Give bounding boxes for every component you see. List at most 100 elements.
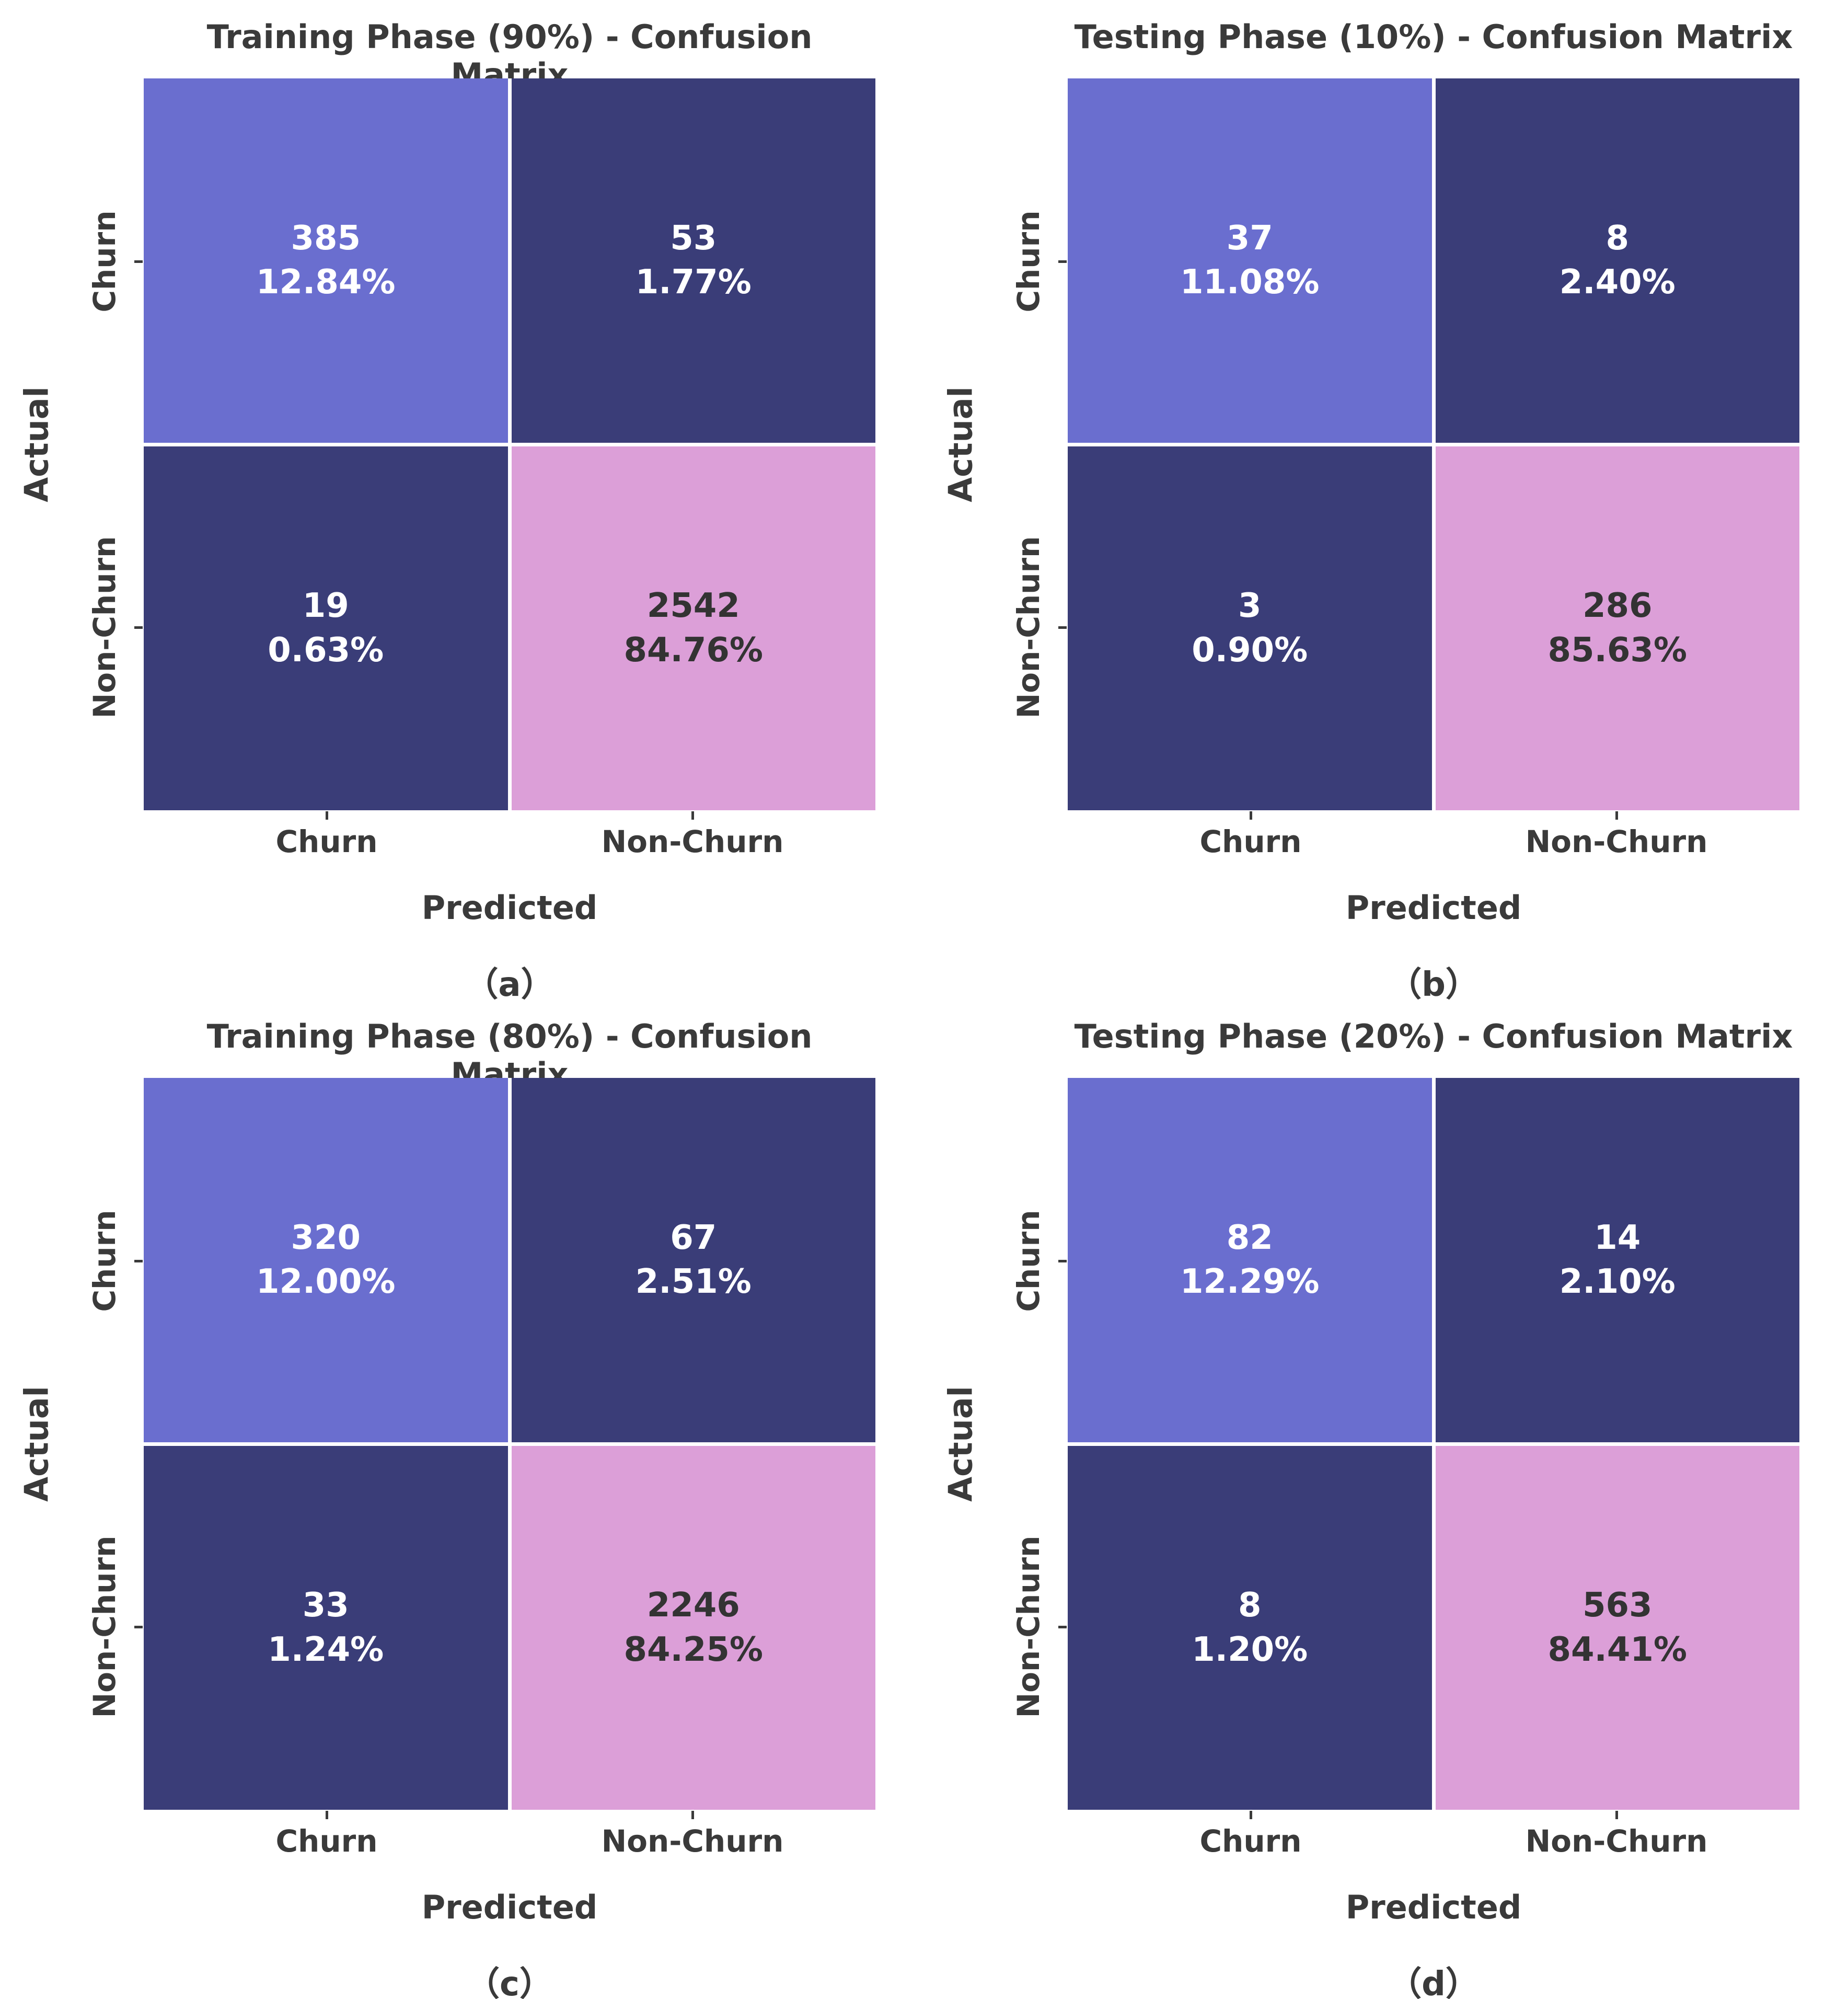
x-axis-label: Predicted <box>1345 1888 1522 1926</box>
axis-tick <box>134 1626 143 1628</box>
axis-tick <box>1058 1626 1067 1628</box>
cell-count: 19 <box>302 587 349 626</box>
subplot-caption: （c） <box>466 1965 553 1999</box>
axis-tick <box>134 1260 143 1262</box>
cell-percent: 12.29% <box>1180 1262 1320 1302</box>
heatmap: 37 11.08% 8 2.40% 3 0.90% 286 85.63% <box>1068 78 1799 810</box>
heatmap: 385 12.84% 53 1.77% 19 0.63% 2542 84.76% <box>144 78 875 810</box>
matrix-cell-fn: 67 2.51% <box>511 1078 875 1442</box>
cell-count: 37 <box>1226 219 1273 258</box>
cell-percent: 12.00% <box>256 1262 396 1302</box>
axis-tick <box>326 1811 328 1819</box>
matrix-cell-tn: 563 84.41% <box>1435 1445 1799 1810</box>
y-tick-non-churn: Non-Churn <box>87 1535 122 1718</box>
matrix-cell-tn: 2246 84.25% <box>511 1445 875 1810</box>
cell-count: 320 <box>291 1218 361 1257</box>
y-tick-churn: Churn <box>87 1210 122 1312</box>
cell-percent: 2.40% <box>1559 263 1676 302</box>
y-axis-label: Actual <box>17 1386 56 1502</box>
panel-d: Testing Phase (20%) - Confusion Matrix A… <box>924 1000 1848 1999</box>
panel-b: Testing Phase (10%) - Confusion Matrix A… <box>924 0 1848 1000</box>
cell-percent: 1.20% <box>1192 1630 1308 1669</box>
cell-percent: 11.08% <box>1180 263 1320 302</box>
panel-a: Training Phase (90%) - Confusion Matrix … <box>0 0 924 1000</box>
cell-count: 67 <box>670 1218 717 1257</box>
y-tick-churn: Churn <box>87 210 122 313</box>
axis-tick <box>134 260 143 263</box>
axis-tick <box>134 626 143 629</box>
cell-percent: 2.51% <box>635 1262 752 1302</box>
x-tick-non-churn: Non-Churn <box>601 824 784 859</box>
matrix-cell-tp: 385 12.84% <box>144 78 508 443</box>
cell-count: 33 <box>302 1586 349 1625</box>
x-tick-churn: Churn <box>275 824 378 859</box>
matrix-cell-tn: 286 85.63% <box>1435 446 1799 810</box>
cell-count: 14 <box>1594 1218 1641 1257</box>
panel-title: Testing Phase (10%) - Confusion Matrix <box>1074 18 1793 56</box>
cell-count: 53 <box>670 219 717 258</box>
x-axis-label: Predicted <box>1345 889 1522 927</box>
y-axis-label: Actual <box>17 386 56 502</box>
axis-tick <box>1250 1811 1252 1819</box>
cell-count: 2246 <box>646 1586 740 1625</box>
y-axis-label: Actual <box>941 1386 980 1502</box>
y-tick-churn: Churn <box>1011 1210 1046 1312</box>
y-axis-label: Actual <box>941 386 980 502</box>
axis-tick <box>1615 1811 1618 1819</box>
x-tick-churn: Churn <box>275 1823 378 1859</box>
axis-tick <box>691 811 694 820</box>
subplot-caption: （a） <box>465 966 555 1000</box>
matrix-cell-fp: 33 1.24% <box>144 1445 508 1810</box>
x-axis-label: Predicted <box>421 889 598 927</box>
cell-percent: 1.77% <box>635 263 752 302</box>
axis-tick <box>326 811 328 820</box>
matrix-cell-fp: 19 0.63% <box>144 446 508 810</box>
cell-percent: 1.24% <box>268 1630 384 1669</box>
y-tick-churn: Churn <box>1011 210 1046 313</box>
matrix-cell-fn: 8 2.40% <box>1435 78 1799 443</box>
heatmap: 82 12.29% 14 2.10% 8 1.20% 563 84.41% <box>1068 1078 1799 1810</box>
axis-tick <box>691 1811 694 1819</box>
x-tick-non-churn: Non-Churn <box>1525 824 1708 859</box>
cell-count: 8 <box>1606 219 1630 258</box>
cell-count: 82 <box>1226 1218 1273 1257</box>
cell-percent: 0.90% <box>1192 630 1308 670</box>
y-tick-non-churn: Non-Churn <box>1011 1535 1046 1718</box>
subplot-caption: （b） <box>1388 966 1479 1000</box>
axis-tick <box>1058 1260 1067 1262</box>
cell-count: 3 <box>1238 587 1262 626</box>
axis-tick <box>1058 626 1067 629</box>
matrix-cell-fn: 53 1.77% <box>511 78 875 443</box>
y-tick-non-churn: Non-Churn <box>87 536 122 719</box>
x-axis-label: Predicted <box>421 1888 598 1926</box>
cell-percent: 2.10% <box>1559 1262 1676 1302</box>
panel-title: Testing Phase (20%) - Confusion Matrix <box>1074 1017 1793 1055</box>
matrix-cell-fp: 3 0.90% <box>1068 446 1432 810</box>
matrix-cell-tn: 2542 84.76% <box>511 446 875 810</box>
cell-percent: 84.41% <box>1547 1630 1688 1669</box>
matrix-cell-fp: 8 1.20% <box>1068 1445 1432 1810</box>
cell-count: 2542 <box>646 587 740 626</box>
panel-title: Training Phase (90%) - Confusion Matrix <box>206 18 813 94</box>
cell-percent: 84.76% <box>623 630 764 670</box>
heatmap: 320 12.00% 67 2.51% 33 1.24% 2246 84.25% <box>144 1078 875 1810</box>
cell-count: 8 <box>1238 1586 1262 1625</box>
cell-percent: 85.63% <box>1547 630 1688 670</box>
cell-percent: 12.84% <box>256 263 396 302</box>
x-tick-churn: Churn <box>1199 1823 1302 1859</box>
cell-count: 563 <box>1582 1586 1653 1625</box>
matrix-cell-fn: 14 2.10% <box>1435 1078 1799 1442</box>
cell-count: 286 <box>1582 587 1653 626</box>
x-tick-non-churn: Non-Churn <box>1525 1823 1708 1859</box>
axis-tick <box>1058 260 1067 263</box>
matrix-cell-tp: 320 12.00% <box>144 1078 508 1442</box>
y-tick-non-churn: Non-Churn <box>1011 536 1046 719</box>
subplot-caption: （d） <box>1388 1965 1479 1999</box>
matrix-cell-tp: 82 12.29% <box>1068 1078 1432 1442</box>
axis-tick <box>1250 811 1252 820</box>
axis-tick <box>1615 811 1618 820</box>
x-tick-non-churn: Non-Churn <box>601 1823 784 1859</box>
panel-c: Training Phase (80%) - Confusion Matrix … <box>0 1000 924 1999</box>
matrix-cell-tp: 37 11.08% <box>1068 78 1432 443</box>
